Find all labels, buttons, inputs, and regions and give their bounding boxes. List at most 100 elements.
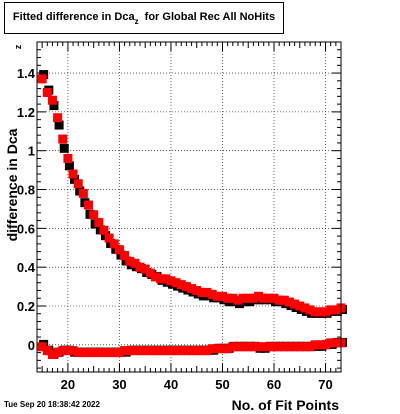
- x-tick-label: 60: [267, 377, 281, 392]
- y-axis-label-subscript: z: [13, 44, 23, 49]
- y-tick-label: 0: [28, 338, 35, 353]
- data-point: [326, 305, 336, 315]
- data-point: [295, 301, 305, 311]
- data-point: [269, 293, 279, 303]
- chart-title: Fitted difference in Dcaz for Global Rec…: [5, 11, 283, 26]
- y-tick-label: 0.2: [17, 299, 35, 314]
- data-point: [120, 251, 130, 261]
- data-point: [78, 188, 88, 198]
- data-point: [238, 293, 248, 303]
- data-point: [171, 346, 181, 356]
- data-point: [310, 307, 320, 317]
- data-point: [109, 348, 119, 358]
- data-point: [84, 200, 94, 210]
- chart-title-main: Fitted difference in Dca: [12, 11, 135, 23]
- data-point: [331, 305, 341, 315]
- data-point: [156, 346, 166, 356]
- data-point: [130, 258, 140, 268]
- data-point: [217, 291, 227, 301]
- data-point: [290, 299, 300, 309]
- data-point: [99, 225, 109, 235]
- data-point: [315, 307, 325, 317]
- data-point: [145, 346, 155, 356]
- data-markers: [37, 70, 347, 360]
- data-point: [161, 274, 171, 284]
- data-point: [295, 342, 305, 352]
- data-point: [326, 338, 336, 348]
- data-point: [274, 295, 284, 305]
- plot-frame: [36, 41, 342, 373]
- data-point: [171, 278, 181, 288]
- data-point: [53, 348, 63, 358]
- data-point: [321, 340, 331, 350]
- data-point: [310, 340, 320, 350]
- x-tick-label: 20: [61, 377, 75, 392]
- data-point: [42, 346, 52, 356]
- data-point: [217, 344, 227, 354]
- x-tick-label: 30: [112, 377, 126, 392]
- data-point: [187, 284, 197, 294]
- data-point: [84, 348, 94, 358]
- data-point: [114, 245, 124, 255]
- data-point: [68, 169, 78, 179]
- data-point: [207, 344, 217, 354]
- data-point: [58, 134, 68, 144]
- timestamp: Tue Sep 20 18:38:42 2022: [4, 400, 100, 409]
- data-point: [104, 348, 114, 358]
- chart-title-subscript: z: [134, 17, 139, 26]
- data-point: [202, 346, 212, 356]
- data-point: [223, 344, 233, 354]
- y-tick-label: 1.2: [17, 105, 35, 120]
- data-point: [197, 287, 207, 297]
- y-axis-label: difference in Dca z: [4, 44, 23, 241]
- data-point: [68, 346, 78, 356]
- x-tick-label: 40: [164, 377, 178, 392]
- y-tick-label: 1.4: [17, 66, 36, 81]
- data-point: [207, 289, 217, 299]
- data-point: [259, 293, 269, 303]
- data-point: [94, 348, 104, 358]
- data-point: [300, 303, 310, 313]
- data-point: [161, 346, 171, 356]
- data-point: [274, 342, 284, 352]
- data-point: [151, 272, 161, 282]
- y-axis-label-main: difference in Dca: [4, 128, 20, 241]
- data-point: [212, 291, 222, 301]
- data-point: [331, 338, 341, 348]
- data-point: [300, 342, 310, 352]
- data-point: [233, 342, 243, 352]
- data-point: [212, 344, 222, 354]
- y-tick-label: 1: [28, 144, 35, 159]
- data-point: [125, 256, 135, 266]
- data-point: [47, 95, 57, 105]
- data-point: [140, 264, 150, 274]
- data-point: [37, 342, 47, 352]
- data-point: [37, 74, 47, 84]
- data-point: [290, 342, 300, 352]
- data-point: [223, 293, 233, 303]
- data-point: [54, 120, 64, 130]
- data-point: [197, 346, 207, 356]
- data-point: [238, 342, 248, 352]
- data-point: [125, 346, 135, 356]
- y-tick-label: 0.6: [17, 221, 35, 236]
- data-point: [187, 346, 197, 356]
- tick-labels: 20 30 40 50 60 70 0 0.2 0.4 0.6 0.8 1 1.2 1.4: [17, 66, 333, 392]
- data-point: [181, 282, 191, 292]
- data-point: [42, 87, 52, 97]
- data-point: [321, 307, 331, 317]
- data-point: [243, 293, 253, 303]
- data-point: [228, 293, 238, 303]
- data-point: [156, 274, 166, 284]
- data-point: [89, 210, 99, 220]
- data-point: [228, 342, 238, 352]
- data-point: [89, 348, 99, 358]
- series-4: [37, 338, 346, 360]
- data-point: [305, 305, 315, 315]
- data-point: [166, 276, 176, 286]
- y-tick-label: 0.8: [17, 183, 35, 198]
- grid: [37, 42, 341, 372]
- data-point: [130, 346, 140, 356]
- data-point: [192, 346, 202, 356]
